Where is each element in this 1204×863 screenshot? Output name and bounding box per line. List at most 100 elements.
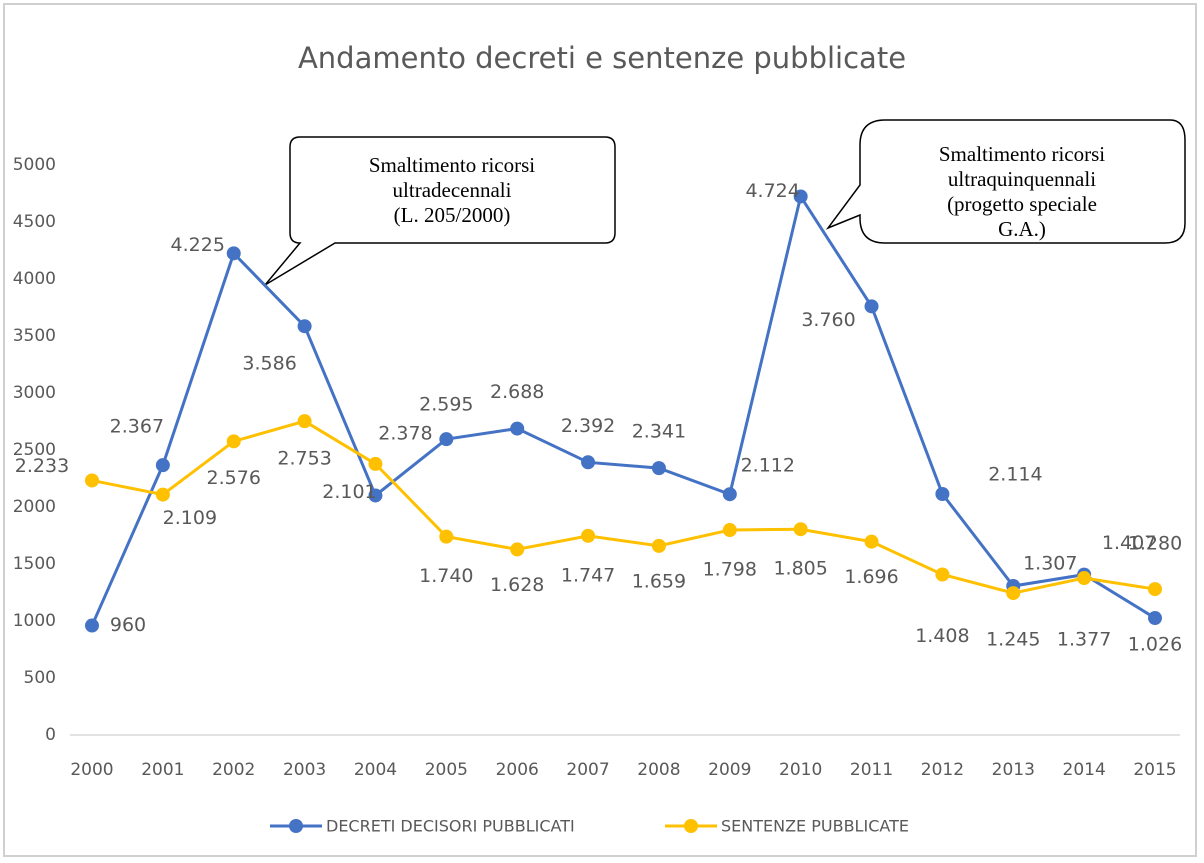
data-point (651, 461, 666, 476)
data-point (864, 299, 879, 314)
x-tick-label: 2006 (496, 760, 539, 780)
data-label: 1.026 (1128, 634, 1182, 656)
y-tick-label: 3000 (13, 383, 56, 403)
legend-label: DECRETI DECISORI PUBBLICATI (326, 817, 575, 836)
y-tick-label: 1500 (13, 554, 56, 574)
x-tick-label: 2007 (566, 760, 609, 780)
data-label: 1.408 (915, 625, 969, 647)
y-tick-label: 4500 (13, 212, 56, 232)
data-label: 1.280 (1128, 533, 1182, 555)
data-point (368, 456, 383, 471)
data-label: 2.114 (988, 464, 1042, 486)
data-label: 3.760 (801, 309, 855, 331)
y-tick-label: 0 (45, 725, 56, 745)
data-label: 2.109 (163, 507, 217, 529)
annotation-text: Smaltimento ricorsi (939, 142, 1105, 166)
data-label: 4.724 (745, 180, 799, 202)
annotation-text: Smaltimento ricorsi (369, 153, 535, 177)
x-tick-label: 2009 (708, 760, 751, 780)
data-point (226, 246, 241, 261)
annotation-text: (progetto speciale (947, 192, 1097, 216)
data-point (935, 567, 950, 582)
data-label: 1.628 (490, 574, 544, 596)
annotation-text: ultradecennali (393, 178, 512, 202)
series-line (90, 192, 1156, 627)
callout-box (264, 136, 616, 286)
data-label: 2.753 (277, 448, 331, 470)
data-label: 2.576 (207, 467, 261, 489)
y-tick-label: 2000 (13, 497, 56, 517)
data-label: 1.407 (1102, 532, 1156, 554)
data-label: 4.225 (171, 234, 225, 256)
x-tick-label: 2015 (1133, 760, 1176, 780)
data-label: 2.688 (490, 381, 544, 403)
data-label: 2.233 (15, 455, 69, 477)
data-point (1077, 571, 1092, 586)
x-tick-label: 2014 (1063, 760, 1106, 780)
data-point (651, 538, 666, 553)
data-label: 1.307 (1023, 553, 1077, 575)
data-point (935, 487, 950, 502)
data-label: 1.696 (844, 566, 898, 588)
data-label: 1.747 (561, 564, 615, 586)
data-point (85, 473, 99, 488)
data-point (85, 618, 99, 633)
x-tick-label: 2013 (992, 760, 1035, 780)
y-tick-label: 1000 (13, 611, 56, 631)
data-label: 960 (110, 614, 146, 636)
x-tick-label: 2008 (637, 760, 680, 780)
data-point (793, 189, 808, 204)
data-label: 3.586 (242, 353, 296, 375)
data-point (439, 529, 454, 544)
y-tick-label: 2500 (13, 440, 56, 460)
x-tick-label: 2011 (850, 760, 893, 780)
data-point (297, 414, 312, 429)
y-tick-label: 5000 (13, 155, 56, 175)
data-label: 2.341 (632, 421, 686, 443)
data-label: 1.659 (632, 570, 686, 592)
x-tick-label: 2002 (212, 760, 255, 780)
data-point (439, 432, 454, 447)
data-point (510, 421, 525, 436)
x-tick-label: 2010 (779, 760, 822, 780)
data-label: 2.595 (419, 394, 473, 416)
data-point (581, 455, 596, 470)
data-point (510, 542, 525, 557)
data-point (722, 523, 737, 538)
annotation-text: ultraquinquennali (948, 167, 1096, 191)
data-label: 1.805 (773, 558, 827, 580)
data-point (155, 458, 170, 473)
data-label: 1.245 (986, 629, 1040, 651)
y-tick-label: 3500 (13, 326, 56, 346)
x-tick-label: 2005 (425, 760, 468, 780)
series-line (91, 419, 1156, 595)
y-tick-label: 500 (24, 668, 56, 688)
data-point (581, 528, 596, 543)
data-label: 1.798 (703, 559, 757, 581)
callout-box (825, 119, 1186, 244)
data-point (1148, 611, 1162, 626)
y-tick-label: 4000 (13, 269, 56, 289)
annotation-text: G.A.) (998, 217, 1046, 241)
data-label: 2.112 (741, 455, 795, 477)
legend-marker (289, 819, 303, 833)
data-point (297, 319, 312, 334)
data-point (226, 434, 241, 449)
x-tick-label: 2000 (70, 760, 113, 780)
chart-title: Andamento decreti e sentenze pubblicate (298, 41, 906, 75)
data-label: 2.101 (322, 481, 376, 503)
data-label: 1.377 (1057, 629, 1111, 651)
data-label: 2.378 (378, 422, 432, 444)
annotation-text: (L. 205/2000) (394, 203, 511, 227)
data-label: 2.367 (110, 416, 164, 438)
legend-label: SENTENZE PUBBLICATE (721, 817, 909, 836)
data-point (864, 534, 879, 549)
data-point (368, 488, 383, 503)
data-label: 1.740 (419, 565, 473, 587)
x-tick-label: 2003 (283, 760, 326, 780)
data-point (1006, 586, 1021, 601)
x-tick-label: 2012 (921, 760, 964, 780)
x-tick-label: 2004 (354, 760, 397, 780)
data-label: 2.392 (561, 415, 615, 437)
